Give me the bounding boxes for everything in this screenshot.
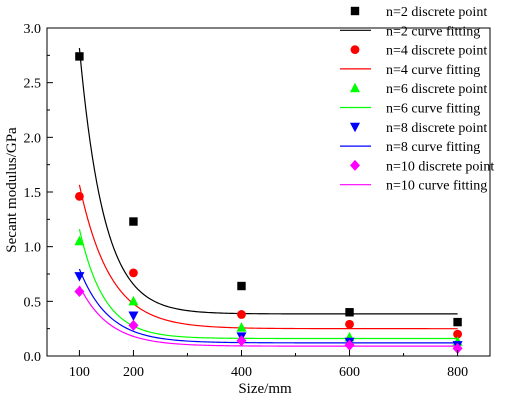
legend-label: n=8 curve fitting: [386, 140, 480, 155]
legend-marker-n4: [350, 122, 360, 133]
data-point: [236, 335, 247, 347]
data-point: [345, 319, 354, 329]
legend-label: n=10 curve fitting: [386, 179, 487, 194]
legend-marker-n2: [350, 45, 360, 54]
data-point: [345, 308, 354, 317]
legend-label: n=8 discrete point: [386, 121, 487, 136]
y-tick-label: 1.5: [24, 186, 42, 201]
data-point: [74, 235, 85, 246]
data-point: [344, 339, 355, 351]
legend-label: n=2 discrete point: [386, 5, 487, 20]
y-axis-title: Secant modulus/GPa: [4, 127, 20, 253]
y-tick-label: 0.5: [24, 295, 42, 310]
axes: 100 200 400 600 800 0.0 0.5 1.0 1.5 2.0 2.5 3.0: [24, 22, 491, 380]
x-tick-label: 100: [69, 365, 90, 380]
y-tick-label: 3.0: [24, 22, 42, 37]
legend-label: n=2 curve fitting: [386, 24, 480, 39]
legend-marker-n1: [350, 6, 360, 16]
fit-curve-n3: [78, 228, 458, 340]
x-tick-label: 400: [231, 365, 252, 380]
data-point: [129, 268, 138, 278]
data-point: [237, 310, 246, 319]
fit-curve-n4: [78, 268, 458, 344]
x-tick-label: 200: [123, 365, 144, 380]
legend-label: n=4 curve fitting: [386, 63, 480, 78]
data-point: [74, 272, 85, 282]
legend-marker-n5: [350, 159, 360, 171]
y-tick-label: 2.0: [24, 131, 42, 146]
data-point: [236, 322, 247, 332]
y-tick-label: 0.0: [24, 350, 42, 365]
y-tick-label: 1.0: [24, 241, 42, 256]
data-point: [453, 317, 462, 327]
fit-curve-n2: [78, 184, 458, 330]
data-point: [75, 191, 84, 201]
legend-label: n=10 discrete point: [386, 159, 494, 174]
legend-label: n=6 discrete point: [386, 82, 487, 97]
legend: n=2 discrete point n=2 curve fitting n=4 d…: [340, 5, 494, 194]
legend-label: n=6 curve fitting: [386, 102, 480, 117]
fit-curve-n1: [78, 47, 458, 315]
data-point: [128, 311, 139, 322]
plot-area: [74, 47, 463, 354]
data-point: [128, 295, 139, 306]
legend-label: n=4 discrete point: [386, 44, 487, 59]
data-point: [128, 319, 139, 331]
fit-curve-n5: [78, 285, 458, 347]
data-point: [452, 342, 463, 354]
y-tick-label: 2.5: [24, 77, 42, 92]
data-point: [129, 217, 138, 226]
data-point: [237, 281, 246, 291]
x-axis-title: Size/mm: [238, 381, 292, 397]
data-point: [74, 285, 85, 297]
data-point: [75, 52, 84, 61]
legend-marker-n3: [350, 82, 360, 93]
x-tick-label: 800: [447, 365, 468, 380]
data-point: [453, 329, 462, 339]
x-tick-label: 600: [339, 365, 360, 380]
